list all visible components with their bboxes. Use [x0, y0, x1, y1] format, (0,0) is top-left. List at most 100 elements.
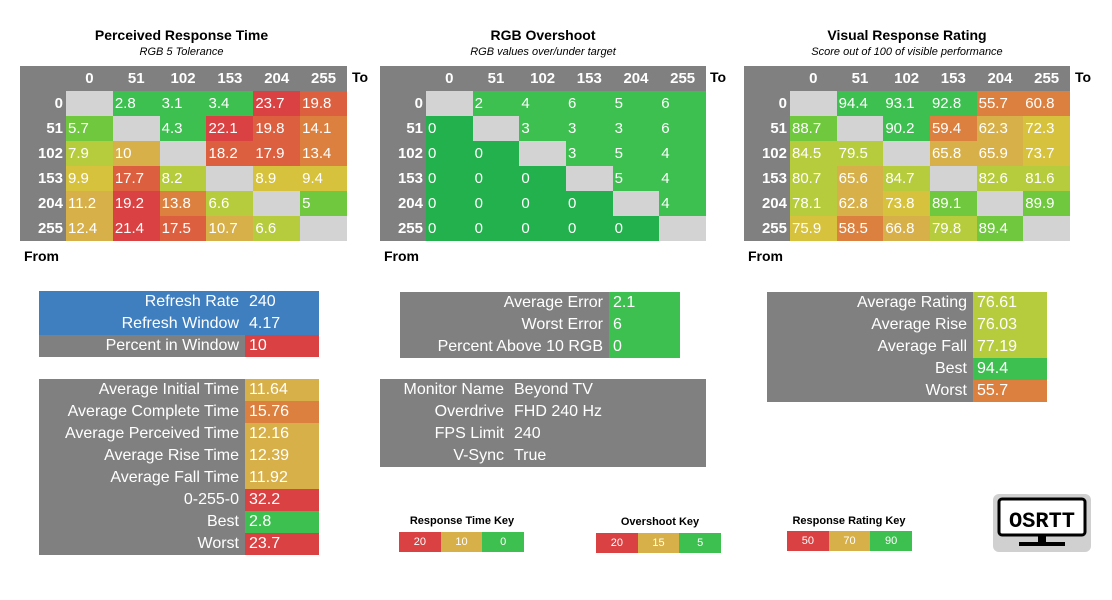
matrix-cell: 3 [565, 141, 613, 166]
diagonal-cell [159, 141, 207, 166]
stat-label: Average Error [400, 292, 609, 314]
response-rating-key: 50 70 90 [787, 531, 912, 551]
stat-row: Overdrive FHD 240 Hz [380, 401, 706, 423]
matrix-cell: 14.1 [300, 116, 347, 141]
stat-value: 94.4 [973, 358, 1047, 380]
matrix-row: 204 78.1 62.8 73.8 89.1 89.9 [744, 191, 1070, 216]
stat-value: 2.8 [245, 511, 319, 533]
row-header: 51 [380, 116, 426, 141]
stat-label: Average Rise [767, 314, 973, 336]
column-header: 102 [519, 66, 566, 91]
diagonal-cell [426, 91, 473, 116]
matrix-cell: 5 [300, 191, 347, 216]
row-header: 153 [380, 166, 426, 191]
diagonal-cell [612, 191, 660, 216]
matrix-row: 255 75.9 58.5 66.8 79.8 89.4 [744, 216, 1070, 241]
matrix-cell: 0 [519, 166, 566, 191]
stat-value: 76.61 [973, 292, 1047, 314]
column-header: 255 [659, 66, 706, 91]
rating-title: Visual Response Rating [827, 27, 987, 43]
stat-value: 2.1 [609, 292, 680, 314]
matrix-cell: 62.3 [976, 116, 1024, 141]
matrix-cell: 13.8 [159, 191, 207, 216]
matrix-cell: 22.1 [206, 116, 254, 141]
diagonal-cell [519, 141, 566, 166]
row-header: 51 [744, 116, 790, 141]
column-header: 204 [976, 66, 1024, 91]
key-swatch: 20 [399, 532, 441, 552]
matrix-cell: 2.8 [112, 91, 160, 116]
stat-label: Average Complete Time [39, 401, 245, 423]
row-header: 204 [380, 191, 426, 216]
stat-label: Average Rating [767, 292, 973, 314]
matrix-cell: 11.2 [66, 191, 113, 216]
row-header: 0 [20, 91, 66, 116]
diagonal-cell [253, 191, 301, 216]
matrix-row: 51 88.7 90.2 59.4 62.3 72.3 [744, 116, 1070, 141]
column-header: 153 [565, 66, 613, 91]
diagonal-cell [883, 141, 930, 166]
diagonal-cell [66, 91, 113, 116]
matrix-row: 102 7.9 10 18.2 17.9 13.4 [20, 141, 347, 166]
row-header: 153 [744, 166, 790, 191]
stat-value: 240 [510, 423, 706, 445]
matrix-cell: 0 [519, 191, 566, 216]
row-header: 255 [380, 216, 426, 241]
key-swatch: 70 [828, 531, 871, 551]
key-swatch: 10 [440, 532, 483, 552]
matrix-cell: 82.6 [976, 166, 1024, 191]
matrix-cell: 12.4 [66, 216, 113, 241]
monitor-info-table: Monitor Name Beyond TV Overdrive FHD 240 Hz… [380, 379, 706, 467]
stat-row: V-Sync True [380, 445, 706, 467]
matrix-cell: 23.7 [253, 91, 301, 116]
stat-row: Percent in Window 10 [39, 335, 319, 357]
key-swatch: 90 [870, 531, 912, 551]
stat-label: Monitor Name [380, 379, 510, 401]
matrix-cell: 10 [112, 141, 160, 166]
stat-row: Worst 55.7 [767, 380, 1047, 402]
stat-value: 12.39 [245, 445, 319, 467]
stat-row: Percent Above 10 RGB 0 [400, 336, 680, 358]
stat-value: 240 [245, 291, 319, 313]
matrix-corner [744, 66, 790, 91]
stat-row: Average Rise 76.03 [767, 314, 1047, 336]
stat-label: FPS Limit [380, 423, 510, 445]
key-row: 50 70 90 [787, 531, 912, 551]
stat-row: Monitor Name Beyond TV [380, 379, 706, 401]
stat-label: Refresh Window [39, 313, 245, 335]
diagonal-cell [836, 116, 884, 141]
row-header: 102 [380, 141, 426, 166]
matrix-cell: 6 [565, 91, 613, 116]
stat-label: Percent in Window [39, 335, 245, 357]
rating-stats-table: Average Rating 76.61 Average Rise 76.03 Aver… [767, 292, 1047, 402]
stat-row: Worst Error 6 [400, 314, 680, 336]
stat-value: 11.92 [245, 467, 319, 489]
stat-label: Percent Above 10 RGB [400, 336, 609, 358]
key-row: 20 10 0 [399, 532, 524, 552]
matrix-cell: 0 [472, 216, 520, 241]
matrix-cell: 17.5 [159, 216, 207, 241]
matrix-cell: 3.1 [159, 91, 207, 116]
matrix-header-row: 0 51 102 153 204 255 [20, 66, 347, 91]
matrix-cell: 0 [565, 216, 613, 241]
overshoot-stats-table: Average Error 2.1 Worst Error 6 Percent Abov… [400, 292, 680, 358]
refresh-stats-table: Refresh Rate 240 Refresh Window 4.17 Percent… [39, 291, 319, 357]
stat-value: 0 [609, 336, 680, 358]
stat-row: Average Rating 76.61 [767, 292, 1047, 314]
overshoot-from-label: From [384, 248, 419, 264]
matrix-cell: 5 [612, 91, 660, 116]
matrix-row: 204 11.2 19.2 13.8 6.6 5 [20, 191, 347, 216]
osrtt-logo: OSRTT [993, 494, 1091, 552]
matrix-cell: 80.7 [790, 166, 837, 191]
diagonal-cell [976, 191, 1024, 216]
diagonal-cell [1023, 216, 1070, 241]
column-header: 102 [883, 66, 930, 91]
matrix-cell: 79.8 [929, 216, 977, 241]
stat-value: 4.17 [245, 313, 319, 335]
overshoot-matrix: 0 51 102 153 204 255 0 2 4 6 5 6 51 0 3 3 3 6 102 0 0 3 5 4 153 0… [380, 66, 706, 241]
perceived-to-label: To [352, 69, 369, 85]
matrix-cell: 6.6 [206, 191, 254, 216]
matrix-cell: 19.8 [300, 91, 347, 116]
matrix-cell: 19.8 [253, 116, 301, 141]
matrix-row: 0 94.4 93.1 92.8 55.7 60.8 [744, 91, 1070, 116]
